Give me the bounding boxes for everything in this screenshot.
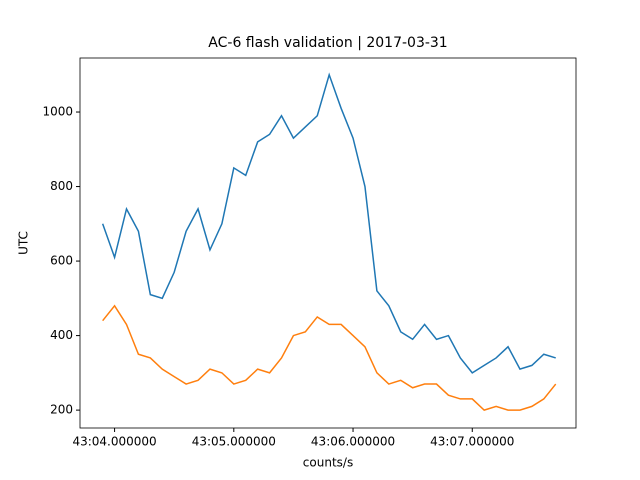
x-tick-label: 43:06.000000 [311,435,395,449]
x-tick-label: 43:04.000000 [72,435,156,449]
x-tick-label: 43:07.000000 [430,435,514,449]
x-tick-label: 43:05.000000 [192,435,276,449]
y-tick-label: 200 [50,403,73,417]
y-axis-label: UTC [17,231,31,255]
chart-title: AC-6 flash validation | 2017-03-31 [208,35,447,51]
line-series [102,304,557,411]
y-tick-label: 600 [50,254,73,268]
line-series [101,72,556,374]
plot-frame [79,57,577,429]
y-tick-label: 1000 [42,105,73,119]
x-axis-label: counts/s [303,456,353,470]
y-tick-label: 400 [50,328,73,342]
y-tick-label: 800 [50,179,73,193]
